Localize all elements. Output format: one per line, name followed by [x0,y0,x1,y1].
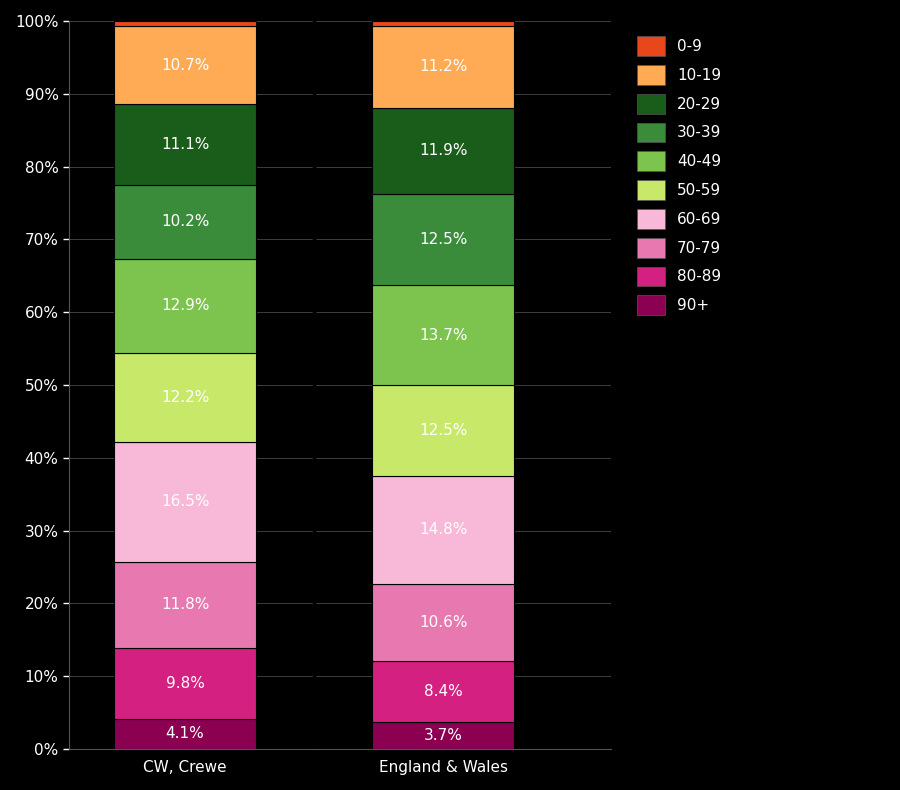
Bar [114,442,256,562]
Text: 10.2%: 10.2% [161,214,210,229]
Text: 11.8%: 11.8% [161,597,210,612]
Text: 16.5%: 16.5% [161,495,210,510]
Bar [114,26,256,104]
Text: 10.6%: 10.6% [419,615,467,630]
Text: 13.7%: 13.7% [419,328,467,343]
Bar [114,21,256,26]
Text: 8.4%: 8.4% [424,684,463,699]
Text: 14.8%: 14.8% [419,522,467,537]
Bar [114,259,256,353]
Bar [114,104,256,185]
Text: 12.5%: 12.5% [419,232,467,247]
Bar [114,562,256,648]
Bar [373,194,514,285]
Bar [373,107,514,194]
Bar [114,185,256,259]
Bar [373,722,514,749]
Text: 3.7%: 3.7% [424,728,463,743]
Bar [373,21,514,26]
Bar [114,648,256,719]
Bar [373,385,514,476]
Bar [373,660,514,722]
Text: 12.9%: 12.9% [161,299,210,314]
Bar [373,476,514,584]
Text: 11.2%: 11.2% [419,59,467,74]
Text: 11.9%: 11.9% [419,144,467,159]
Text: 10.7%: 10.7% [161,58,210,73]
Legend: 0-9, 10-19, 20-29, 30-39, 40-49, 50-59, 60-69, 70-79, 80-89, 90+: 0-9, 10-19, 20-29, 30-39, 40-49, 50-59, … [629,28,729,323]
Text: 9.8%: 9.8% [166,676,204,691]
Bar [373,285,514,385]
Bar [373,26,514,107]
Text: 12.2%: 12.2% [161,389,210,404]
Text: 4.1%: 4.1% [166,727,204,742]
Text: 12.5%: 12.5% [419,423,467,438]
Text: 11.1%: 11.1% [161,137,210,152]
Bar [373,584,514,660]
Bar [114,719,256,749]
Bar [114,353,256,442]
